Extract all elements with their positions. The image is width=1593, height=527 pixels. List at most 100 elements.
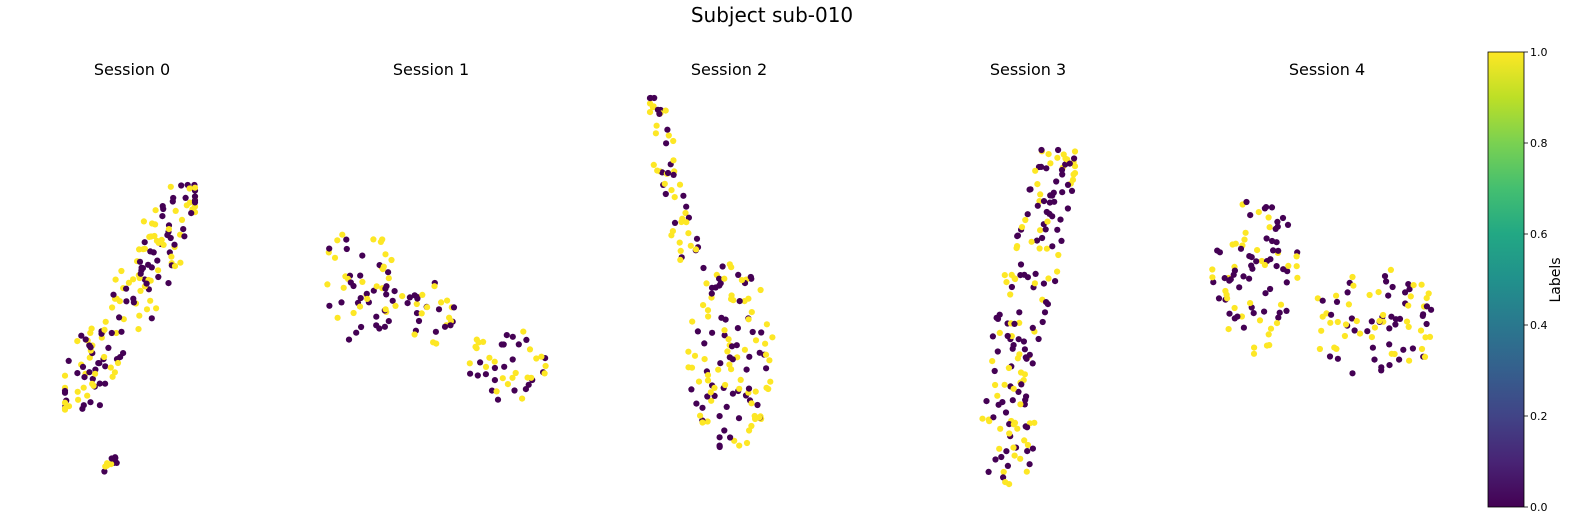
data-point [511, 387, 518, 394]
data-point [723, 403, 730, 410]
data-point [143, 306, 151, 313]
data-point [95, 360, 102, 367]
data-point [728, 292, 735, 299]
data-point [191, 193, 199, 200]
data-point [722, 381, 729, 389]
data-point [717, 360, 724, 367]
data-point [125, 279, 132, 286]
data-point [685, 230, 692, 237]
data-point [758, 329, 765, 336]
data-point [1017, 261, 1025, 268]
data-point [90, 382, 97, 389]
data-point [92, 370, 99, 377]
data-point [996, 311, 1003, 318]
data-point [1047, 160, 1054, 167]
data-point [1059, 171, 1066, 178]
data-point [491, 358, 498, 365]
data-point [1014, 233, 1021, 240]
data-point [1031, 280, 1038, 287]
data-point [120, 316, 127, 323]
data-point [700, 264, 707, 272]
data-point [168, 253, 175, 260]
data-point [703, 280, 710, 287]
data-point [1046, 210, 1053, 217]
data-point [140, 218, 147, 225]
data-point [693, 235, 701, 242]
data-point [752, 337, 760, 344]
data-point [373, 322, 380, 329]
data-point [735, 415, 743, 422]
data-point [1280, 266, 1287, 273]
data-point [1037, 227, 1044, 234]
data-point [999, 399, 1006, 406]
data-point [1423, 320, 1430, 328]
data-point [699, 419, 706, 426]
data-point [738, 277, 746, 284]
data-point [526, 346, 534, 353]
data-point [82, 336, 89, 343]
data-point [404, 300, 411, 307]
data-point [350, 309, 357, 317]
data-point [482, 363, 490, 370]
panel-title: Session 4 [1289, 60, 1365, 79]
data-point [1386, 341, 1393, 348]
data-point [1405, 302, 1412, 309]
data-point [1328, 311, 1335, 318]
data-point [762, 351, 770, 358]
data-point [1293, 253, 1300, 260]
data-point [1009, 397, 1016, 404]
data-point [75, 396, 82, 403]
data-point [1279, 214, 1287, 222]
data-point [656, 110, 663, 117]
data-point [1210, 279, 1217, 286]
data-point [1334, 318, 1341, 326]
data-point [701, 356, 708, 363]
data-point [1272, 225, 1279, 232]
data-point [708, 290, 715, 297]
data-point [1004, 332, 1011, 340]
data-point [1366, 291, 1373, 299]
data-point [148, 315, 155, 322]
data-point [652, 130, 660, 137]
data-point [1209, 274, 1216, 281]
data-point [664, 169, 672, 177]
data-point [381, 323, 388, 330]
data-point [148, 233, 155, 240]
data-point [996, 445, 1003, 452]
data-point [109, 373, 116, 380]
data-point [682, 209, 689, 217]
data-point [1400, 346, 1407, 353]
data-point [1267, 285, 1274, 293]
data-point [528, 374, 535, 381]
data-point [363, 290, 370, 297]
data-point [711, 384, 718, 391]
data-point [688, 386, 695, 393]
data-point [1247, 212, 1254, 219]
data-point [108, 329, 115, 337]
data-point [736, 385, 743, 392]
data-point [1021, 401, 1028, 408]
data-point [668, 187, 675, 194]
data-point [101, 353, 108, 361]
data-point [1265, 331, 1272, 338]
data-point [990, 414, 997, 421]
data-point [1318, 327, 1325, 334]
data-point [84, 392, 91, 399]
data-point [1350, 282, 1357, 289]
data-point [763, 321, 771, 328]
data-point [413, 310, 421, 317]
data-point [65, 357, 72, 364]
data-point [1418, 345, 1426, 353]
data-point [736, 442, 743, 449]
data-point [1268, 204, 1276, 211]
data-point [1380, 311, 1387, 319]
data-point [493, 388, 500, 395]
data-point [109, 304, 116, 311]
data-point [1045, 151, 1052, 158]
data-point [538, 353, 545, 360]
data-point [86, 354, 93, 361]
data-point [1062, 155, 1069, 162]
data-point [1054, 226, 1061, 233]
data-point [653, 122, 660, 129]
data-point [994, 348, 1001, 355]
